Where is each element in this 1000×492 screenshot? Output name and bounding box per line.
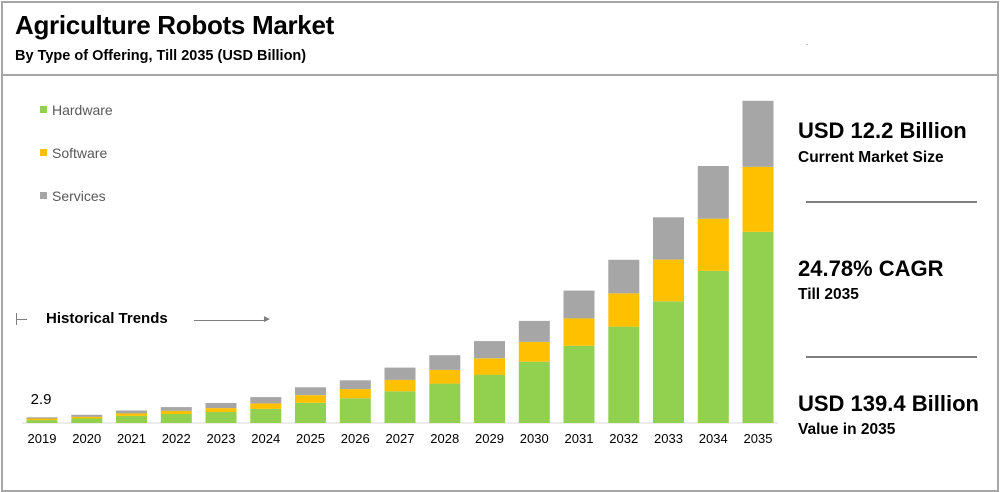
stats-divider-1 (806, 201, 977, 203)
x-tick-label-2032: 2032 (609, 431, 638, 446)
current-market-size-label: Current Market Size (798, 149, 944, 166)
bar-services-2031 (563, 290, 595, 319)
legend-item-services: Services (40, 188, 106, 204)
bar-software-2025 (295, 395, 326, 403)
x-tick-label-2030: 2030 (520, 431, 549, 446)
cagr-label: Till 2035 (798, 286, 859, 303)
page-title: Agriculture Robots Market (15, 10, 334, 40)
legend-label-hardware: Hardware (52, 102, 113, 118)
bar-software-2030 (518, 341, 550, 362)
x-tick-label-2034: 2034 (699, 431, 728, 446)
bar-group (26, 100, 774, 423)
legend-swatch-software (40, 149, 47, 156)
x-tick-label-2025: 2025 (296, 431, 325, 446)
bar-software-2035 (742, 166, 774, 232)
bar-software-2020 (71, 416, 103, 419)
bar-services-2033 (653, 217, 684, 260)
bar-services-2019 (26, 417, 58, 419)
x-tick-label-2031: 2031 (565, 431, 594, 446)
bar-services-2032 (608, 259, 640, 294)
bar-hardware-2026 (339, 398, 371, 423)
historical-trends-start-mark (16, 313, 17, 325)
historical-trends-annotation: Historical Trends ► (16, 309, 276, 333)
x-tick-label-2027: 2027 (386, 431, 415, 446)
historical-trends-arrow-line (194, 320, 264, 321)
bar-hardware-2020 (71, 418, 103, 423)
x-tick-label-2028: 2028 (430, 431, 459, 446)
header-mark (806, 44, 808, 45)
historical-trends-label: Historical Trends (46, 310, 168, 327)
bar-software-2019 (26, 418, 58, 421)
legend-item-hardware: Hardware (40, 102, 113, 118)
bar-hardware-2021 (116, 415, 147, 423)
bar-hardware-2031 (563, 345, 595, 423)
bar-hardware-2023 (205, 412, 237, 423)
x-tick-label-2035: 2035 (744, 431, 773, 446)
bar-hardware-2033 (653, 301, 684, 423)
bar-software-2032 (608, 293, 640, 327)
x-tick-label-2029: 2029 (475, 431, 504, 446)
header: Agriculture Robots Market By Type of Off… (3, 3, 997, 76)
x-tick-label-2019: 2019 (28, 431, 57, 446)
x-tick-label-2020: 2020 (72, 431, 101, 446)
bar-hardware-2027 (384, 391, 416, 423)
bar-services-2020 (71, 414, 103, 417)
bar-services-2034 (697, 166, 729, 219)
bar-software-2027 (384, 379, 416, 392)
x-tick-label-2023: 2023 (207, 431, 236, 446)
bar-services-2023 (205, 403, 237, 409)
bar-software-2034 (697, 218, 729, 271)
legend-swatch-hardware (40, 106, 47, 113)
bar-hardware-2034 (697, 270, 729, 423)
legend-item-software: Software (40, 145, 107, 161)
arrow-right-icon: ► (262, 314, 272, 325)
bar-hardware-2022 (160, 414, 192, 423)
bar-software-2029 (474, 358, 505, 375)
bar-services-2029 (474, 341, 505, 359)
bar-hardware-2029 (474, 374, 505, 423)
future-market-value: USD 139.4 Billion (798, 391, 979, 416)
bar-hardware-2024 (250, 408, 282, 423)
bar-services-2027 (384, 367, 416, 380)
legend-swatch-services (40, 192, 47, 199)
bar-services-2030 (518, 320, 550, 342)
bar-software-2022 (160, 410, 192, 414)
page-subtitle: By Type of Offering, Till 2035 (USD Bill… (15, 48, 307, 64)
current-market-size-value: USD 12.2 Billion (798, 118, 967, 143)
bar-chart: 2019 2020 2021 2022 2023 2024 2025 2026 2027 2028… (22, 100, 778, 446)
bar-hardware-2019 (26, 420, 58, 423)
bar-services-2026 (339, 380, 371, 390)
cagr-value: 24.78% CAGR (798, 256, 944, 281)
bar-hardware-2025 (295, 402, 326, 423)
bar-hardware-2032 (608, 326, 640, 423)
bar-software-2033 (653, 259, 684, 302)
bar-software-2026 (339, 389, 371, 399)
bar-software-2028 (429, 369, 461, 384)
bar-services-2024 (250, 397, 282, 404)
x-tick-label-2021: 2021 (117, 431, 146, 446)
bar-software-2031 (563, 318, 595, 346)
bar-software-2024 (250, 403, 282, 409)
future-market-label: Value in 2035 (798, 421, 896, 438)
x-tick-label-2033: 2033 (654, 431, 683, 446)
bar-software-2023 (205, 408, 237, 412)
x-tick-label-2026: 2026 (341, 431, 370, 446)
x-tick-label-2022: 2022 (162, 431, 191, 446)
bar-hardware-2035 (742, 231, 774, 423)
legend-label-services: Services (52, 188, 106, 204)
bar-hardware-2030 (518, 361, 550, 423)
bar-services-2028 (429, 355, 461, 370)
bar-services-2022 (160, 407, 192, 411)
bar-hardware-2028 (429, 383, 461, 423)
bar-services-2035 (742, 100, 774, 167)
x-tick-labels: 2019 2020 2021 2022 2023 2024 2025 2026 2027 2028… (28, 431, 773, 446)
stats-divider-2 (806, 356, 977, 358)
x-tick-label-2024: 2024 (251, 431, 280, 446)
bar-services-2025 (295, 387, 326, 396)
bar-services-2021 (116, 410, 147, 414)
data-label-2019: 2.9 (31, 391, 52, 408)
bar-software-2021 (116, 413, 147, 416)
legend-label-software: Software (52, 145, 108, 161)
historical-trends-start-line (17, 319, 27, 320)
